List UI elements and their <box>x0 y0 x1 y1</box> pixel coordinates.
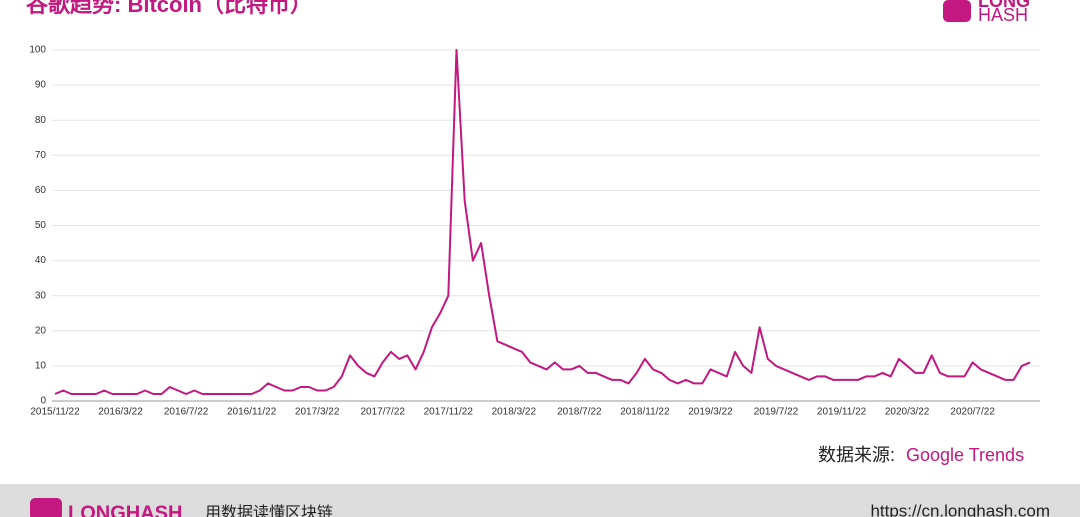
x-tick-label: 2017/7/22 <box>360 407 405 418</box>
y-tick-label: 90 <box>35 80 47 91</box>
footer-brand: LONGHASH <box>68 502 182 517</box>
source-label: 数据来源: <box>818 445 895 465</box>
x-tick-label: 2019/11/22 <box>817 407 867 418</box>
y-tick-label: 100 <box>29 45 46 56</box>
x-tick-label: 2020/3/22 <box>885 407 930 418</box>
footer-bar <box>0 484 1080 517</box>
x-tick-label: 2016/3/22 <box>98 407 143 418</box>
y-tick-label: 70 <box>35 150 47 161</box>
logo-icon <box>943 0 971 22</box>
source-name: Google Trends <box>906 445 1024 465</box>
x-tick-label: 2017/3/22 <box>295 407 340 418</box>
x-tick-label: 2019/3/22 <box>688 407 733 418</box>
footer-slogan: 用数据读懂区块链 <box>205 504 333 517</box>
x-tick-label: 2017/11/22 <box>424 407 474 418</box>
x-tick-label: 2018/7/22 <box>557 407 602 418</box>
y-tick-label: 80 <box>35 115 47 126</box>
footer-url: https://cn.longhash.com <box>870 501 1050 517</box>
x-tick-label: 2016/11/22 <box>227 407 277 418</box>
x-tick-label: 2018/3/22 <box>492 407 537 418</box>
footer-logo-icon <box>30 498 62 517</box>
y-tick-label: 60 <box>35 185 47 196</box>
x-tick-label: 2018/11/22 <box>620 407 670 418</box>
y-tick-label: 10 <box>35 361 47 372</box>
y-tick-label: 0 <box>40 396 46 407</box>
chart-title: 谷歌趋势: Bitcoin（比特币） <box>26 0 312 17</box>
x-tick-label: 2019/7/22 <box>754 407 799 418</box>
logo-text: HASH <box>978 5 1028 25</box>
x-tick-label: 2020/7/22 <box>950 407 995 418</box>
y-tick-label: 30 <box>35 290 47 301</box>
y-tick-label: 20 <box>35 325 47 336</box>
series-line <box>54 49 1031 395</box>
logo-text: LONG <box>978 0 1030 11</box>
y-tick-label: 40 <box>35 255 47 266</box>
x-tick-label: 2016/7/22 <box>164 407 209 418</box>
y-tick-label: 50 <box>35 220 47 231</box>
x-tick-label: 2015/11/22 <box>30 407 80 418</box>
